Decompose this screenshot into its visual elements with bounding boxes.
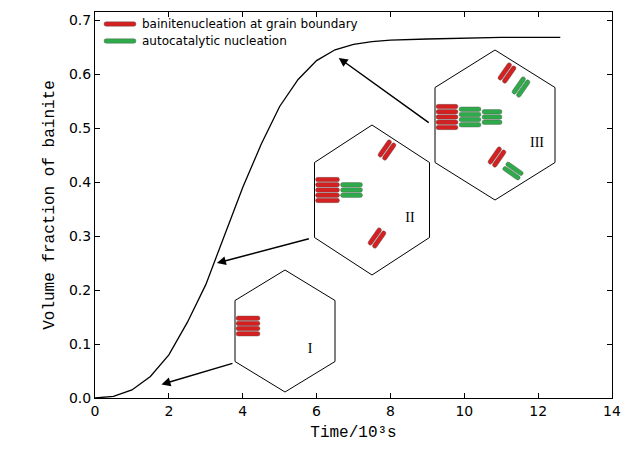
svg-text:6: 6 bbox=[312, 403, 321, 419]
svg-text:12: 12 bbox=[529, 403, 547, 419]
svg-text:autocatalytic nucleation: autocatalytic nucleation bbox=[142, 34, 287, 48]
svg-text:0.0: 0.0 bbox=[69, 390, 91, 406]
svg-text:bainitenucleation at grain bou: bainitenucleation at grain boundary bbox=[142, 17, 358, 31]
svg-text:14: 14 bbox=[603, 403, 621, 419]
svg-text:0.7: 0.7 bbox=[69, 12, 91, 28]
svg-text:4: 4 bbox=[238, 403, 247, 419]
svg-text:III: III bbox=[530, 135, 544, 150]
svg-text:8: 8 bbox=[386, 403, 395, 419]
svg-text:0.1: 0.1 bbox=[69, 336, 91, 352]
svg-text:0: 0 bbox=[91, 403, 100, 419]
svg-text:Volume fraction of bainite: Volume fraction of bainite bbox=[41, 80, 59, 330]
svg-text:0.3: 0.3 bbox=[69, 228, 91, 244]
svg-text:10: 10 bbox=[455, 403, 473, 419]
svg-text:0.2: 0.2 bbox=[69, 282, 91, 298]
svg-text:0.5: 0.5 bbox=[69, 120, 91, 136]
svg-text:0.4: 0.4 bbox=[69, 174, 91, 190]
svg-text:2: 2 bbox=[164, 403, 173, 419]
svg-text:0.6: 0.6 bbox=[69, 66, 91, 82]
svg-text:I: I bbox=[308, 341, 313, 356]
svg-text:II: II bbox=[405, 210, 415, 225]
svg-text:Time/10³s: Time/10³s bbox=[310, 424, 396, 442]
